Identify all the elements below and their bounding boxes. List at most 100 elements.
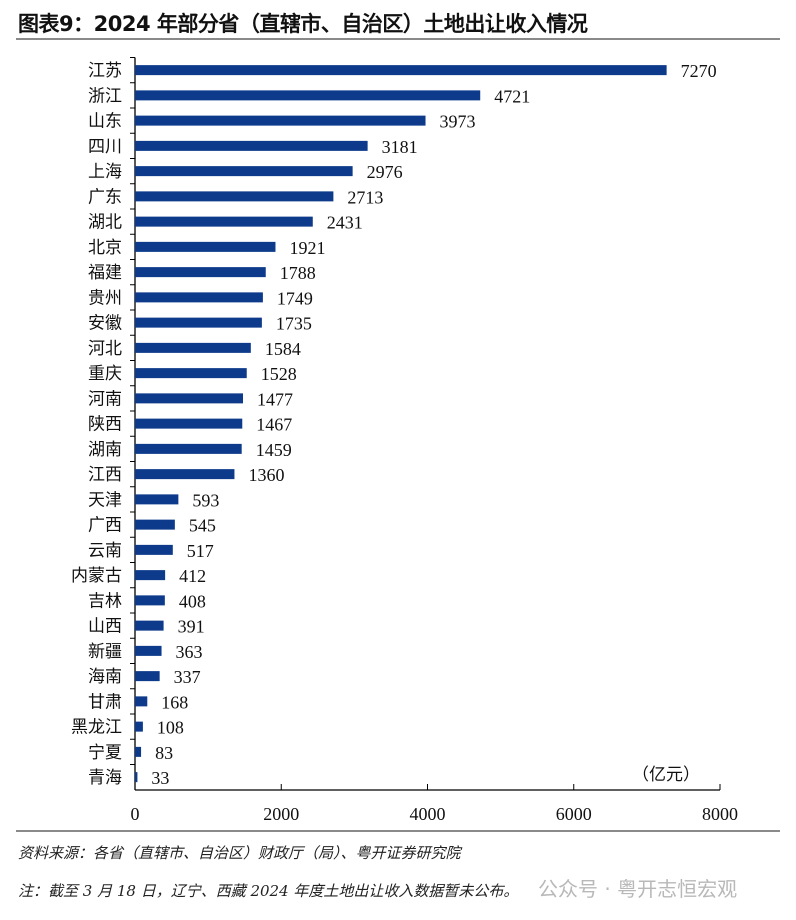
data-label: 108: [157, 718, 184, 738]
bar: [135, 721, 143, 732]
data-label: 1735: [276, 314, 312, 334]
data-label: 1459: [256, 440, 292, 460]
bar: [135, 90, 481, 101]
category-label: 山东: [88, 112, 122, 131]
bar: [135, 443, 242, 454]
bar: [135, 292, 263, 303]
chart-title: 图表9：2024 年部分省（直辖市、自治区）土地出让收入情况: [18, 12, 588, 36]
category-label: 吉林: [88, 591, 122, 610]
x-tick-label: 0: [131, 804, 140, 824]
bar: [135, 191, 334, 202]
category-label: 福建: [88, 263, 122, 282]
data-label: 1584: [265, 339, 301, 359]
category-label: 广东: [88, 187, 122, 206]
bar: [135, 620, 164, 631]
bar: [135, 519, 175, 530]
data-label: 408: [179, 591, 206, 611]
bar: [135, 772, 138, 783]
footnote: 注：截至 3 月 18 日，辽宁、西藏 2024 年度土地出让收入数据暂未公布。: [18, 882, 519, 900]
category-label: 河南: [88, 389, 122, 408]
category-label: 浙江: [88, 86, 122, 105]
data-label: 168: [161, 692, 188, 712]
category-label: 重庆: [88, 364, 122, 383]
category-label: 新疆: [88, 642, 122, 661]
category-label: 陕西: [88, 415, 122, 434]
footer-divider: [16, 830, 780, 832]
source-note: 资料来源：各省（直辖市、自治区）财政厅（局）、粤开证券研究院: [18, 844, 461, 862]
category-label: 内蒙古: [71, 566, 122, 585]
data-label: 2431: [327, 213, 363, 233]
category-label: 北京: [88, 238, 122, 257]
data-label: 593: [192, 490, 219, 510]
data-label: 545: [189, 516, 216, 536]
data-label: 3973: [440, 112, 476, 132]
category-label: 黑龙江: [71, 718, 122, 737]
data-label: 1467: [256, 415, 292, 435]
category-label: 湖北: [88, 213, 122, 232]
data-label: 412: [179, 566, 206, 586]
data-label: 2713: [347, 187, 383, 207]
bar: [135, 65, 667, 76]
bar: [135, 671, 160, 682]
bar: [135, 418, 243, 429]
category-label: 贵州: [88, 288, 122, 307]
bar: [135, 317, 262, 328]
bar: [135, 696, 148, 707]
bar: [135, 393, 244, 404]
category-label: 天津: [88, 490, 122, 509]
data-label: 33: [151, 768, 169, 788]
data-label: 1788: [280, 263, 316, 283]
data-label: 391: [178, 617, 205, 637]
category-label: 江西: [88, 465, 122, 484]
bar: [135, 140, 368, 151]
category-label: 四川: [88, 137, 122, 156]
data-label: 4721: [494, 86, 530, 106]
data-label: 1477: [257, 389, 293, 409]
category-label: 广西: [88, 516, 122, 535]
data-label: 337: [174, 667, 201, 687]
bar: [135, 544, 173, 555]
bar: [135, 115, 426, 126]
data-label: 1921: [289, 238, 325, 258]
bar: [135, 267, 266, 278]
unit-label: （亿元）: [632, 765, 700, 784]
category-label: 海南: [88, 667, 122, 686]
data-label: 363: [176, 642, 203, 662]
bar: [135, 469, 235, 480]
category-label: 湖南: [88, 440, 122, 459]
category-label: 江苏: [88, 61, 122, 80]
bar: [135, 342, 251, 353]
x-tick-label: 8000: [702, 804, 738, 824]
category-label: 上海: [88, 162, 122, 181]
bar: [135, 746, 142, 757]
data-label: 7270: [681, 61, 717, 81]
data-label: 1528: [261, 364, 297, 384]
bar: [135, 166, 353, 177]
data-label: 1749: [277, 288, 313, 308]
x-tick-label: 4000: [410, 804, 446, 824]
x-tick-label: 6000: [556, 804, 592, 824]
bar: [135, 368, 247, 379]
category-label: 宁夏: [88, 743, 122, 762]
data-label: 83: [155, 743, 173, 763]
data-label: 2976: [367, 162, 403, 182]
bar: [135, 570, 166, 581]
data-label: 517: [187, 541, 214, 561]
bar: [135, 595, 165, 606]
bar: [135, 645, 162, 656]
watermark: 公众号 · 粤开志恒宏观: [538, 877, 738, 901]
category-label: 青海: [88, 768, 122, 787]
bar: [135, 241, 276, 252]
title-divider: [16, 38, 780, 40]
category-label: 甘肃: [88, 692, 122, 711]
bar: [135, 494, 179, 505]
category-label: 河北: [88, 339, 122, 358]
x-tick-label: 2000: [263, 804, 299, 824]
category-label: 云南: [88, 541, 122, 560]
data-label: 1360: [248, 465, 284, 485]
data-label: 3181: [382, 137, 418, 157]
category-label: 山西: [88, 617, 122, 636]
bar: [135, 216, 313, 227]
category-label: 安徽: [88, 314, 122, 333]
